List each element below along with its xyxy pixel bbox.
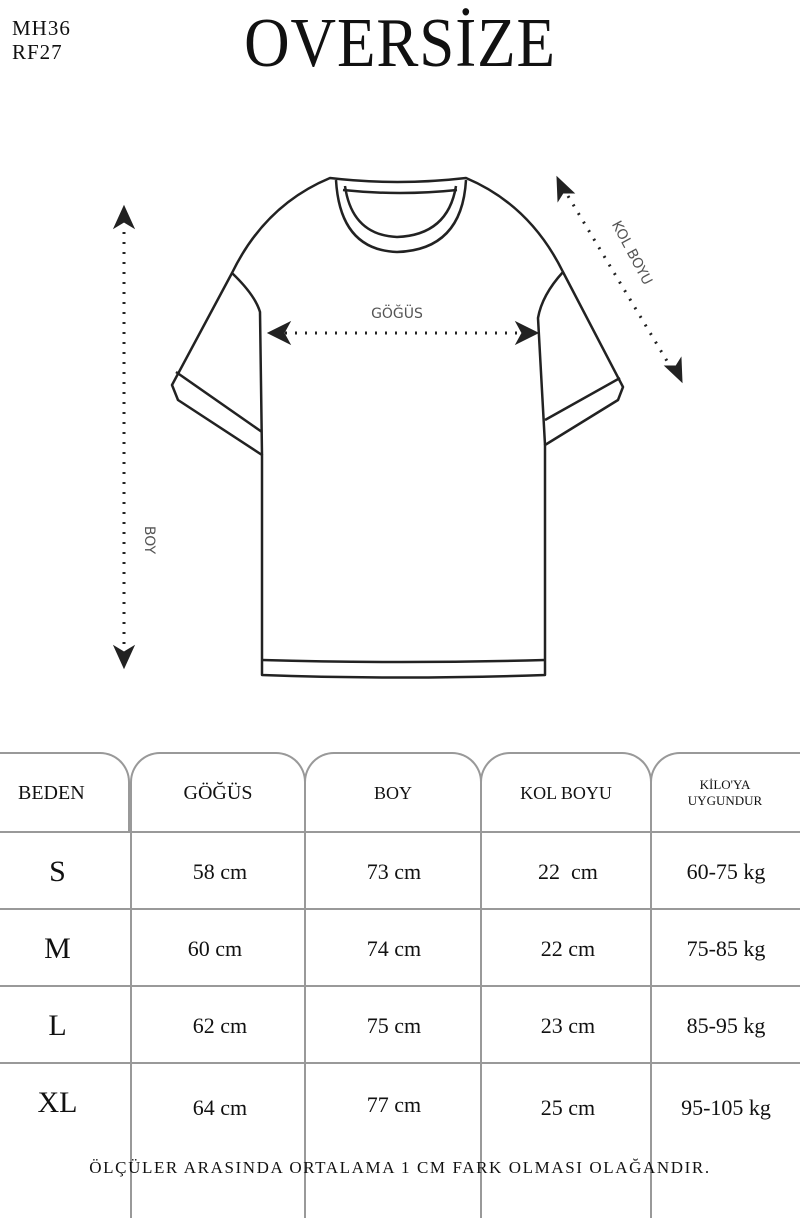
tshirt-outline-icon (170, 176, 625, 679)
length-cell: 73 cm (366, 858, 422, 884)
weight-cell: 60-75 kg (686, 858, 766, 884)
size-cell: XL (37, 1085, 78, 1119)
length-arrow-icon (112, 204, 136, 670)
header-size-label: BEDEN (18, 781, 85, 804)
chest-cell: 64 cm (192, 1094, 248, 1120)
product-code-line-2: RF27 (12, 40, 63, 64)
size-cell: M (44, 931, 71, 965)
header-sleeve-label: KOL BOYU (520, 782, 612, 803)
product-code: MH36 RF27 (12, 16, 71, 64)
page-title: OVERSİZE (244, 5, 556, 82)
sleeve-arrow-icon (556, 175, 683, 384)
product-code-line-1: MH36 (12, 16, 71, 40)
chest-arrow-icon (266, 320, 540, 346)
header-chest: GÖĞÜS (130, 752, 306, 832)
chest-cell: 58 cm (192, 858, 248, 884)
footer-note: ÖLÇÜLER ARASINDA ORTALAMA 1 CM FARK OLMA… (89, 1158, 711, 1177)
length-cell: 74 cm (366, 935, 422, 961)
length-cell: 77 cm (366, 1091, 422, 1117)
chest-label: GÖĞÜS (371, 304, 423, 322)
length-label: BOY (141, 526, 157, 555)
header-weight: KİLO'YA UYGUNDUR (650, 752, 800, 832)
header-size: BEDEN (0, 752, 130, 832)
header-sleeve: KOL BOYU (480, 752, 652, 832)
tshirt-diagram: GÖĞÜS BOY KOL BOYU (112, 175, 683, 679)
size-cell: S (49, 854, 66, 888)
weight-cell: 75-85 kg (686, 935, 766, 961)
sleeve-cell: 22 cm (538, 858, 598, 884)
header-length-label: BOY (373, 782, 412, 803)
size-cell: L (48, 1008, 67, 1042)
sleeve-cell: 25 cm (540, 1094, 596, 1120)
weight-cell: 95-105 kg (681, 1094, 771, 1120)
sleeve-label: KOL BOYU (608, 218, 655, 287)
weight-cell: 85-95 kg (686, 1012, 766, 1038)
chest-cell: 60 cm (187, 935, 243, 961)
sleeve-cell: 22 cm (540, 935, 596, 961)
chest-cell: 62 cm (192, 1012, 248, 1038)
length-cell: 75 cm (366, 1012, 422, 1038)
header-weight-label: KİLO'YA UYGUNDUR (687, 777, 763, 808)
header-chest-label: GÖĞÜS (183, 781, 253, 804)
header-length: BOY (304, 752, 482, 832)
sleeve-cell: 23 cm (540, 1012, 596, 1038)
